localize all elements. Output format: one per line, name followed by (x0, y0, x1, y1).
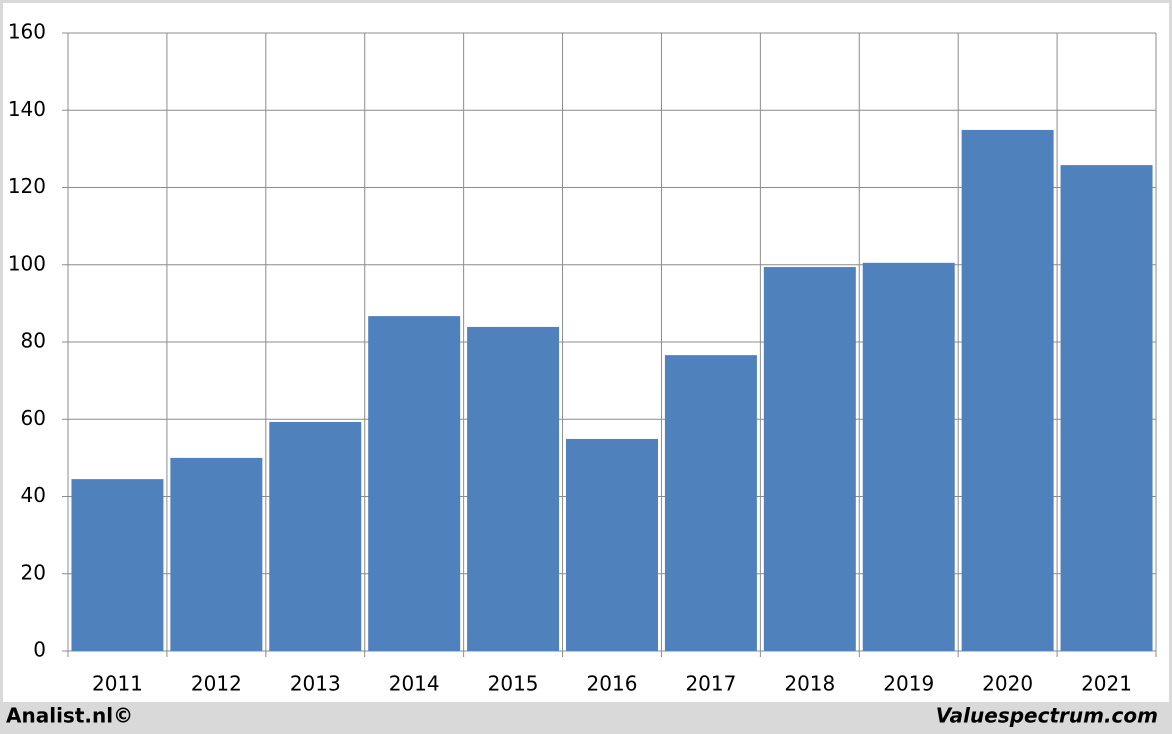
x-tick-label: 2014 (389, 672, 440, 696)
bar (566, 438, 658, 651)
x-tick-label: 2012 (191, 672, 242, 696)
x-tick-label: 2015 (488, 672, 539, 696)
bar (71, 479, 164, 651)
x-tick-label: 2019 (883, 672, 934, 696)
x-tick-label: 2011 (92, 672, 143, 696)
y-tick-label: 40 (21, 483, 46, 507)
x-tick-label: 2016 (587, 672, 638, 696)
y-tick-label: 20 (21, 560, 46, 584)
y-tick-label: 80 (21, 329, 46, 353)
x-tick-label: 2020 (982, 672, 1033, 696)
bar (170, 457, 263, 651)
y-tick-label: 100 (8, 251, 46, 275)
bar (467, 326, 560, 651)
bar (862, 262, 955, 651)
y-tick-label: 140 (8, 97, 46, 121)
x-tick-label: 2018 (784, 672, 835, 696)
bar (368, 316, 461, 651)
credit-right: Valuespectrum.com (936, 704, 1158, 728)
bar (664, 355, 757, 651)
bar (763, 267, 856, 651)
y-tick-label: 160 (8, 20, 46, 44)
x-tick-label: 2013 (290, 672, 341, 696)
y-tick-label: 120 (8, 174, 46, 198)
y-tick-label: 60 (21, 406, 46, 430)
x-tick-label: 2021 (1081, 672, 1132, 696)
bar (269, 421, 362, 651)
y-tick-label: 0 (33, 638, 46, 662)
x-tick-label: 2017 (685, 672, 736, 696)
bar (961, 129, 1054, 652)
bar (1060, 165, 1153, 651)
credit-left: Analist.nl© (6, 704, 133, 728)
